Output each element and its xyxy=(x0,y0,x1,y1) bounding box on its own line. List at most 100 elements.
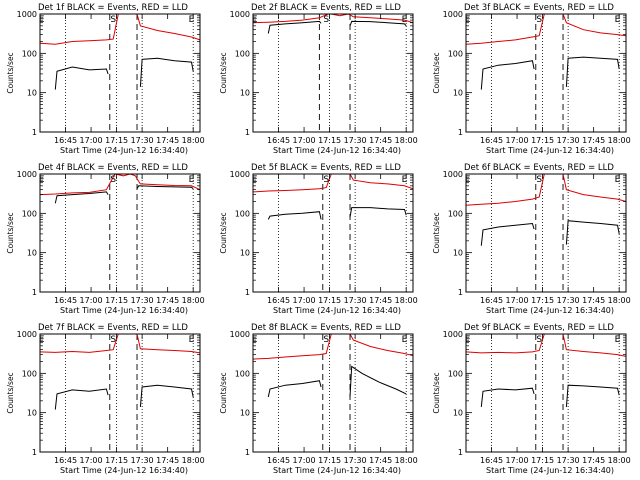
panel-3: Det 3f BLACK = Events, RED = LLD 1 10 100 10… xyxy=(432,3,631,155)
x-tick-label: 17:30 xyxy=(131,456,154,465)
panel-title: Det 3f BLACK = Events, RED = LLD xyxy=(464,3,614,13)
events-series-segment-2 xyxy=(565,384,620,407)
x-tick-label: 18:00 xyxy=(182,136,205,145)
flag-marker: S xyxy=(323,335,329,345)
flag-marker: E xyxy=(402,335,408,345)
events-series-segment-1 xyxy=(480,60,535,90)
y-tick-label: 10 xyxy=(27,89,37,98)
lld-series-segment-2 xyxy=(349,173,414,190)
lld-series-segment-1 xyxy=(39,333,119,353)
lld-series-segment-2 xyxy=(562,173,627,202)
y-tick-label: 1000 xyxy=(230,170,250,179)
panel-6: Det 6f BLACK = Events, RED = LLD 1 10 100 10… xyxy=(432,163,631,315)
flag-marker: E xyxy=(252,15,258,25)
y-tick-label: 1000 xyxy=(443,330,463,339)
y-tick-label: 1000 xyxy=(443,170,463,179)
x-axis-label: Start Time (24-Jun-12 16:34:40) xyxy=(273,466,401,475)
y-axis-label: Counts/sec xyxy=(432,212,441,253)
x-tick-label: 17:30 xyxy=(131,136,154,145)
y-tick-label: 1000 xyxy=(17,330,37,339)
x-axis-label: Start Time (24-Jun-12 16:34:40) xyxy=(273,146,401,155)
flag-marker: E xyxy=(189,335,195,345)
flag-marker: S xyxy=(536,175,542,185)
panel-title: Det 9f BLACK = Events, RED = LLD xyxy=(464,323,614,333)
y-tick-label: 1000 xyxy=(443,10,463,19)
events-series-segment-2 xyxy=(139,384,194,407)
plot-frame xyxy=(39,173,201,293)
x-tick-label: 16:45 xyxy=(480,456,503,465)
x-tick-label: 18:00 xyxy=(608,296,631,305)
x-tick-label: 17:45 xyxy=(156,136,179,145)
events-series-segment-1 xyxy=(267,20,322,34)
events-series-segment-2 xyxy=(349,20,407,27)
x-tick-label: 18:00 xyxy=(182,296,205,305)
y-tick-label: 1000 xyxy=(230,10,250,19)
panel-9: Det 9f BLACK = Events, RED = LLD 1 10 100 10… xyxy=(432,323,631,475)
x-tick-label: 17:15 xyxy=(318,296,341,305)
y-tick-label: 100 xyxy=(448,209,463,218)
x-tick-label: 17:00 xyxy=(293,456,316,465)
x-tick-label: 17:15 xyxy=(531,456,554,465)
events-series-segment-1 xyxy=(480,222,535,246)
lld-series-segment-2 xyxy=(136,13,201,41)
flag-marker: E xyxy=(252,335,258,345)
x-tick-label: 18:00 xyxy=(395,296,418,305)
y-axis-label: Counts/sec xyxy=(219,52,228,93)
x-axis-label: Start Time (24-Jun-12 16:34:40) xyxy=(486,466,614,475)
flag-marker: E xyxy=(39,15,45,25)
x-tick-label: 16:45 xyxy=(480,296,503,305)
x-tick-label: 17:30 xyxy=(557,296,580,305)
x-tick-label: 18:00 xyxy=(608,456,631,465)
x-tick-label: 17:15 xyxy=(105,296,128,305)
y-axis-label: Counts/sec xyxy=(432,52,441,93)
y-tick-label: 100 xyxy=(22,369,37,378)
panel-title: Det 2f BLACK = Events, RED = LLD xyxy=(251,3,401,13)
x-tick-label: 16:45 xyxy=(267,456,290,465)
y-tick-label: 100 xyxy=(235,369,250,378)
x-tick-label: 17:00 xyxy=(506,136,529,145)
panel-title: Det 5f BLACK = Events, RED = LLD xyxy=(251,163,401,173)
y-tick-label: 100 xyxy=(448,369,463,378)
x-tick-label: 17:45 xyxy=(369,296,392,305)
plot-frame xyxy=(252,173,414,293)
lld-series-segment-1 xyxy=(39,173,201,196)
lld-series-segment-1 xyxy=(252,173,332,193)
x-tick-label: 16:45 xyxy=(54,136,77,145)
y-tick-label: 100 xyxy=(235,209,250,218)
y-axis-label: Counts/sec xyxy=(6,52,15,93)
plot-frame xyxy=(252,333,414,453)
events-series-segment-2 xyxy=(349,207,407,218)
events-series-segment-2 xyxy=(565,220,620,245)
flag-marker: S xyxy=(110,15,116,25)
flag-marker: E xyxy=(465,175,471,185)
x-tick-label: 17:30 xyxy=(131,296,154,305)
events-series-segment-1 xyxy=(480,387,535,407)
plot-frame xyxy=(252,13,414,133)
x-axis-label: Start Time (24-Jun-12 16:34:40) xyxy=(486,306,614,315)
x-tick-label: 17:45 xyxy=(369,136,392,145)
x-tick-label: 17:15 xyxy=(105,136,128,145)
x-tick-label: 17:15 xyxy=(531,296,554,305)
x-tick-label: 17:00 xyxy=(293,136,316,145)
x-tick-label: 17:00 xyxy=(80,296,103,305)
flag-marker: S xyxy=(110,335,116,345)
events-series-segment-2 xyxy=(139,57,194,87)
x-tick-label: 17:15 xyxy=(318,136,341,145)
events-series-segment-1 xyxy=(54,388,109,410)
flag-marker: E xyxy=(615,175,621,185)
y-tick-label: 10 xyxy=(453,89,463,98)
x-tick-label: 18:00 xyxy=(608,136,631,145)
x-tick-label: 17:30 xyxy=(557,456,580,465)
y-tick-label: 10 xyxy=(240,89,250,98)
x-tick-label: 17:15 xyxy=(531,136,554,145)
flag-marker: S xyxy=(536,335,542,345)
y-tick-label: 1 xyxy=(245,288,250,297)
flag-marker: E xyxy=(39,175,45,185)
panel-title: Det 8f BLACK = Events, RED = LLD xyxy=(251,323,401,333)
panel-7: Det 7f BLACK = Events, RED = LLD 1 10 100 10… xyxy=(6,323,205,475)
x-tick-label: 17:45 xyxy=(582,136,605,145)
x-tick-label: 16:45 xyxy=(54,296,77,305)
x-tick-label: 17:30 xyxy=(344,456,367,465)
lld-series-segment-2 xyxy=(349,333,414,357)
